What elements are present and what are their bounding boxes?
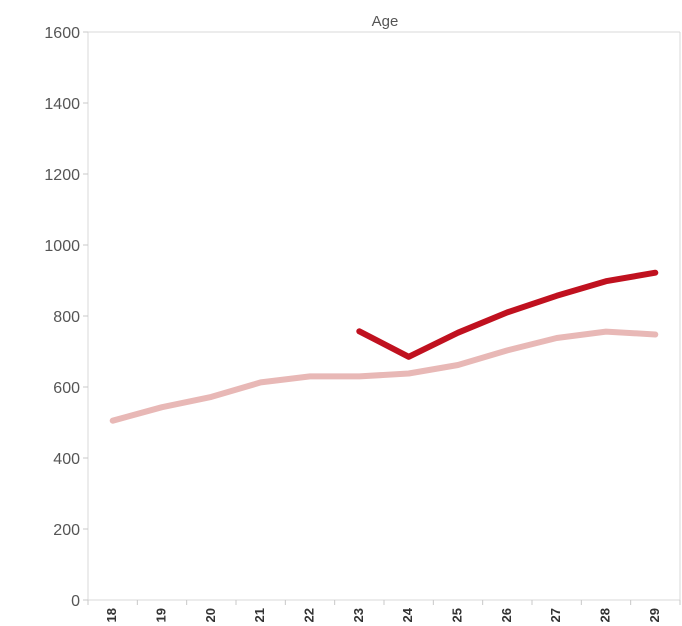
y-tick-label: 1600 [44, 25, 80, 42]
y-tick-label: 400 [53, 451, 80, 468]
x-tick-label: 26 [499, 608, 514, 622]
y-tick-label: 1000 [44, 238, 80, 255]
y-tick-label: 200 [53, 522, 80, 539]
y-tick-label: 0 [71, 593, 80, 610]
x-tick-label: 25 [449, 608, 464, 622]
y-tick-label: 1200 [44, 167, 80, 184]
x-tick-label: 20 [203, 608, 218, 622]
y-tick-label: 1400 [44, 96, 80, 113]
y-tick-label: 800 [53, 309, 80, 326]
y-tick-label: 600 [53, 380, 80, 397]
x-tick-label: 21 [252, 608, 267, 622]
chart-title: Age [372, 13, 399, 30]
plot-frame [87, 31, 681, 601]
x-axis: 18 19 20 21 22 23 24 25 26 27 28 29 [87, 600, 681, 622]
x-tick-label: 28 [597, 608, 612, 622]
x-tick-label: 22 [301, 608, 316, 622]
x-tick-label: 19 [153, 608, 168, 622]
x-tick-label: 24 [400, 607, 415, 622]
y-axis: 0 200 400 600 800 1000 1200 1400 1600 [44, 25, 88, 610]
x-tick-label: 29 [647, 608, 662, 622]
x-tick-label: 23 [351, 608, 366, 622]
x-tick-label: 18 [104, 608, 119, 622]
series-line-1 [109, 328, 659, 424]
x-tick-label: 27 [548, 608, 563, 622]
series-line-2 [356, 269, 659, 360]
series-layer [109, 269, 659, 424]
